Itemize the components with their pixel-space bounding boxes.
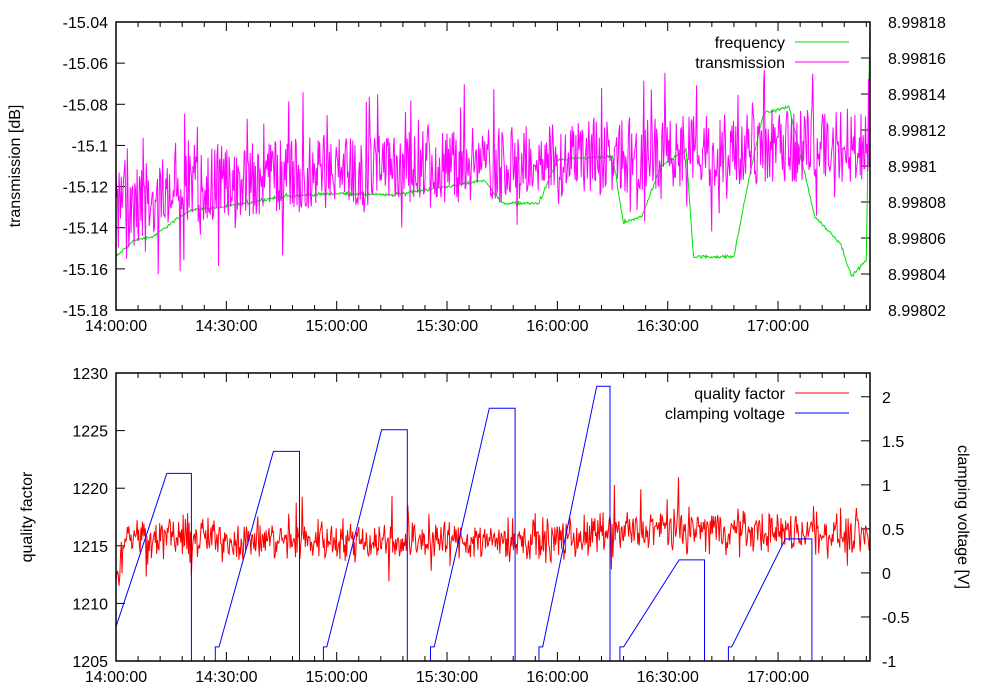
top-plot-panel: 14:00:00 14:30:00 15:00:00 15:30:00 16:00:00… <box>7 15 946 335</box>
x-tick-label: 16:30:00 <box>637 669 699 686</box>
x-tick-label: 16:00:00 <box>526 669 588 686</box>
y-tick-label: 1205 <box>72 654 108 671</box>
x-tick-label: 16:30:00 <box>637 318 699 335</box>
y2-tick-label: 8.99812 <box>888 123 946 140</box>
y-tick-label: -15.1 <box>72 138 109 155</box>
y2-tick-label: 8.99804 <box>888 267 946 284</box>
x-tick-label: 15:30:00 <box>416 669 478 686</box>
bottom-plot-panel: 14:00:00 14:30:00 15:00:00 15:30:00 16:00:00… <box>19 366 971 686</box>
y2-tick-label: 8.99814 <box>888 87 946 104</box>
y2-tick-label: 8.99816 <box>888 51 946 68</box>
x-tick-label: 15:00:00 <box>306 669 368 686</box>
y-tick-label: -15.06 <box>63 56 108 73</box>
y-tick-label: -15.04 <box>63 15 108 32</box>
plot-frame <box>115 21 871 311</box>
y-tick-label: 1210 <box>72 596 108 613</box>
y2-tick-label: 1 <box>882 478 891 495</box>
y2-tick-label: 8.99806 <box>888 231 946 248</box>
y2-tick-label: 1.5 <box>882 434 904 451</box>
y2-tick-label: 8.99802 <box>888 303 946 320</box>
series-line-transmission <box>116 70 870 275</box>
y-axis-label: transmission [dB] <box>7 105 24 228</box>
y2-tick-label: 8.9981 <box>888 159 937 176</box>
x-tick-label: 14:30:00 <box>195 318 257 335</box>
legend-label: clamping voltage <box>665 406 785 423</box>
legend-label: frequency <box>715 35 785 52</box>
y2-tick-label: -1 <box>882 654 896 671</box>
y-tick-label: 1215 <box>72 539 108 556</box>
y-axis-label: quality factor <box>19 471 36 562</box>
y-tick-label: 1220 <box>72 481 108 498</box>
x-tick-label: 15:30:00 <box>416 318 478 335</box>
x-tick-label: 14:00:00 <box>85 318 147 335</box>
x-tick-label: 17:00:00 <box>747 318 809 335</box>
y-tick-label: 1225 <box>72 424 108 441</box>
y2-axis-label: clamping voltage [V] <box>954 445 971 589</box>
x-tick-label: 14:30:00 <box>195 669 257 686</box>
x-tick-label: 16:00:00 <box>526 318 588 335</box>
y2-tick-label: 8.99808 <box>888 195 946 212</box>
y2-tick-label: 2 <box>882 390 891 407</box>
series-line-quality-factor <box>116 477 870 586</box>
y-tick-label: -15.14 <box>63 221 108 238</box>
series-line-clamping-voltage <box>116 385 813 661</box>
y2-tick-label: 0 <box>882 566 891 583</box>
legend-label: transmission <box>695 55 785 72</box>
x-tick-label: 14:00:00 <box>85 669 147 686</box>
x-tick-label: 17:00:00 <box>747 669 809 686</box>
y-tick-label: -15.12 <box>63 180 108 197</box>
y-tick-label: -15.08 <box>63 97 108 114</box>
y2-tick-label: 8.99818 <box>888 15 946 32</box>
y-tick-label: 1230 <box>72 366 108 383</box>
y2-tick-label: -0.5 <box>882 610 910 627</box>
plot-frame <box>115 372 871 662</box>
y-tick-label: -15.16 <box>63 262 108 279</box>
legend-label: quality factor <box>694 386 785 403</box>
x-tick-label: 15:00:00 <box>306 318 368 335</box>
y2-tick-label: 0.5 <box>882 522 904 539</box>
y-tick-label: -15.18 <box>63 303 108 320</box>
